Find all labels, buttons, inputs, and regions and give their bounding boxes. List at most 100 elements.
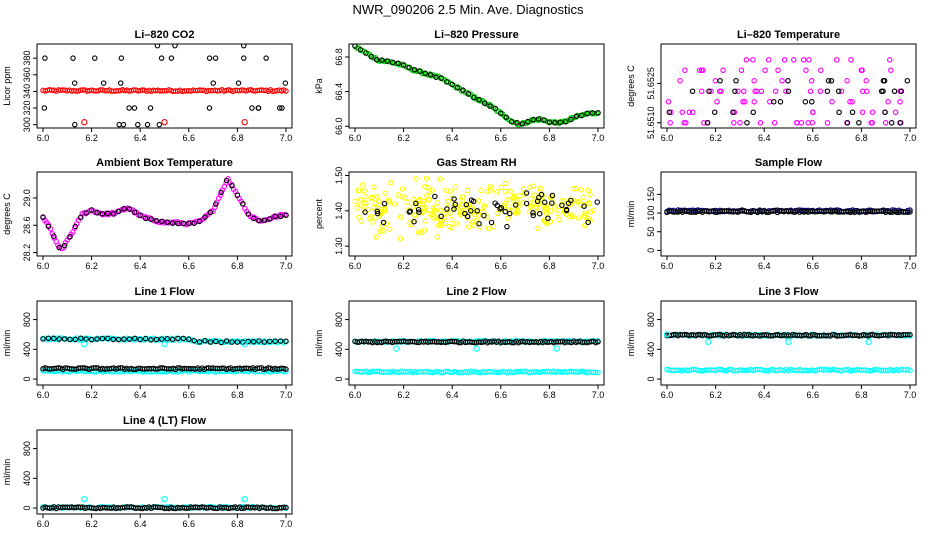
y-tick-label: 50 (646, 227, 656, 237)
data-point (424, 192, 430, 199)
data-point (374, 208, 381, 215)
data-point (904, 78, 911, 84)
data-point (356, 214, 362, 221)
data-point (418, 229, 424, 236)
data-point (371, 184, 377, 190)
data-point (663, 331, 671, 338)
data-point (468, 208, 474, 214)
data-point (464, 187, 471, 194)
data-point (807, 88, 814, 95)
data-point (731, 120, 737, 126)
data-point (705, 338, 712, 346)
data-point (99, 335, 106, 342)
data-point (476, 96, 482, 103)
data-point (196, 339, 203, 345)
data-point (360, 182, 366, 188)
data-point (791, 56, 797, 63)
y-tick-label: 100 (646, 206, 656, 221)
data-point (498, 184, 505, 190)
data-point (370, 204, 377, 211)
data-point (464, 213, 471, 220)
data-point (453, 220, 460, 227)
data-point (64, 336, 71, 342)
data-point (751, 99, 757, 105)
data-point (118, 55, 125, 61)
data-point (541, 199, 548, 206)
data-point (397, 235, 404, 242)
y-tick-label: 360 (22, 67, 32, 82)
data-point (61, 242, 68, 249)
y-tick-label: 320 (22, 101, 32, 116)
data-point (449, 81, 455, 88)
data-point (590, 207, 597, 214)
data-point (422, 70, 428, 77)
x-tick-label: 6.8 (543, 133, 556, 143)
data-point (485, 225, 492, 232)
data-point (454, 85, 461, 91)
data-point (212, 55, 219, 61)
data-point (741, 88, 747, 95)
data-point (283, 88, 289, 94)
data-point (438, 75, 445, 81)
data-point (481, 212, 487, 219)
data-point (83, 210, 89, 216)
data-point (283, 504, 289, 511)
data-point (548, 208, 554, 214)
data-point (413, 200, 419, 207)
data-point (72, 336, 79, 343)
data-point (497, 206, 503, 212)
data-points (40, 335, 289, 375)
plot-frame (348, 43, 605, 129)
x-tick-label: 6.8 (231, 133, 244, 143)
x-tick-label: 6.8 (231, 390, 244, 400)
data-point (361, 188, 367, 194)
data-point (892, 109, 899, 116)
x-tick-label: 6.6 (183, 390, 196, 400)
data-point (682, 67, 688, 74)
x-tick-label: 6.4 (134, 390, 147, 400)
data-point (411, 218, 417, 225)
data-point (175, 220, 181, 227)
data-point (249, 105, 255, 111)
data-point (393, 345, 400, 352)
data-point (508, 118, 515, 125)
panel-8: Line 2 Flow ml/min 6.0 6.2 6.4 6.6 6.8 7.0 0 400 8… (314, 286, 605, 400)
x-tick-label: 6.4 (758, 133, 771, 143)
data-point (368, 195, 374, 201)
y-axis-label: ml/min (626, 201, 636, 228)
data-point (594, 199, 601, 205)
y-tick-label: 0 (22, 506, 32, 511)
data-point (750, 56, 756, 63)
x-tick-label: 6.8 (231, 261, 244, 271)
data-point (587, 192, 593, 198)
data-point (356, 187, 362, 194)
y-tick-label: 400 (646, 342, 656, 357)
data-point (186, 336, 192, 343)
data-point (397, 214, 404, 220)
data-point (159, 336, 165, 342)
data-point (460, 87, 466, 93)
data-point (51, 335, 57, 342)
data-point (459, 197, 465, 204)
data-point (411, 66, 418, 73)
panel-title: Li–820 CO2 (135, 29, 195, 41)
x-tick-label: 6.4 (134, 133, 147, 143)
data-point (78, 214, 84, 221)
data-point (462, 210, 468, 217)
data-point (459, 194, 466, 200)
data-point (511, 193, 517, 199)
data-point (686, 109, 693, 116)
data-point (45, 335, 52, 342)
plot-frame (348, 300, 605, 386)
data-point (41, 105, 48, 111)
data-point (504, 197, 511, 203)
data-point (668, 109, 674, 116)
data-point (142, 215, 149, 222)
data-point (806, 56, 812, 63)
data-point (717, 78, 723, 84)
data-point (720, 67, 726, 74)
x-tick-label: 6.2 (85, 390, 98, 400)
data-point (218, 189, 224, 196)
plot-frame (36, 429, 293, 515)
y-axis-label: degrees C (2, 193, 12, 235)
